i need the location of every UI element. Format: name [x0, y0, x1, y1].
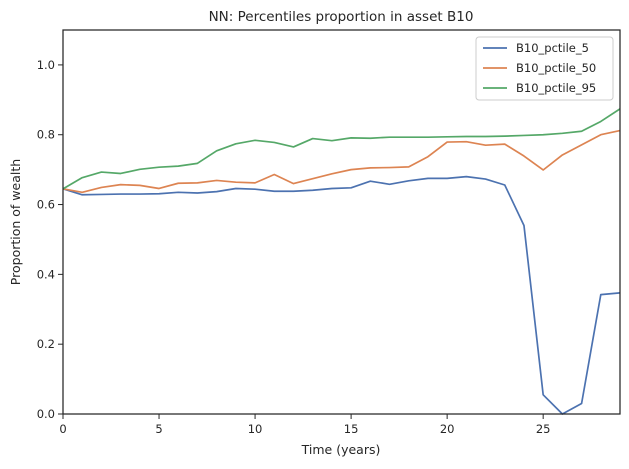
x-tick-label: 5: [155, 422, 162, 436]
y-tick-label: 0.2: [37, 337, 55, 351]
y-axis-label: Proportion of wealth: [8, 159, 23, 285]
x-tick-label: 0: [59, 422, 66, 436]
y-tick-label: 0.6: [37, 198, 55, 212]
x-axis-label: Time (years): [301, 442, 381, 457]
x-tick-label: 20: [440, 422, 455, 436]
legend-label-B10_pctile_5: B10_pctile_5: [516, 41, 589, 55]
series-line-B10_pctile_95: [62, 108, 621, 190]
plot-area: [62, 108, 621, 415]
series-line-B10_pctile_5: [62, 175, 621, 415]
x-tick-label: 10: [248, 422, 263, 436]
x-tick-label: 25: [536, 422, 551, 436]
legend: B10_pctile_5 B10_pctile_50 B10_pctile_95: [475, 36, 614, 101]
x-axis: 0 5 10 15 20 25: [59, 414, 550, 436]
legend-label-B10_pctile_95: B10_pctile_95: [516, 81, 596, 95]
y-tick-label: 0.8: [37, 128, 55, 142]
plot-frame: [62, 29, 621, 415]
y-tick-label: 0.0: [37, 407, 55, 421]
legend-label-B10_pctile_50: B10_pctile_50: [516, 61, 596, 75]
x-tick-label: 15: [344, 422, 359, 436]
legend-box: [475, 36, 614, 101]
y-tick-label: 0.4: [37, 267, 55, 281]
series-line-B10_pctile_50: [62, 129, 621, 194]
y-axis: 0.0 0.2 0.4 0.6 0.8 1.0: [37, 58, 63, 421]
y-tick-label: 1.0: [37, 58, 55, 72]
chart-title: NN: Percentiles proportion in asset B10: [209, 9, 474, 25]
